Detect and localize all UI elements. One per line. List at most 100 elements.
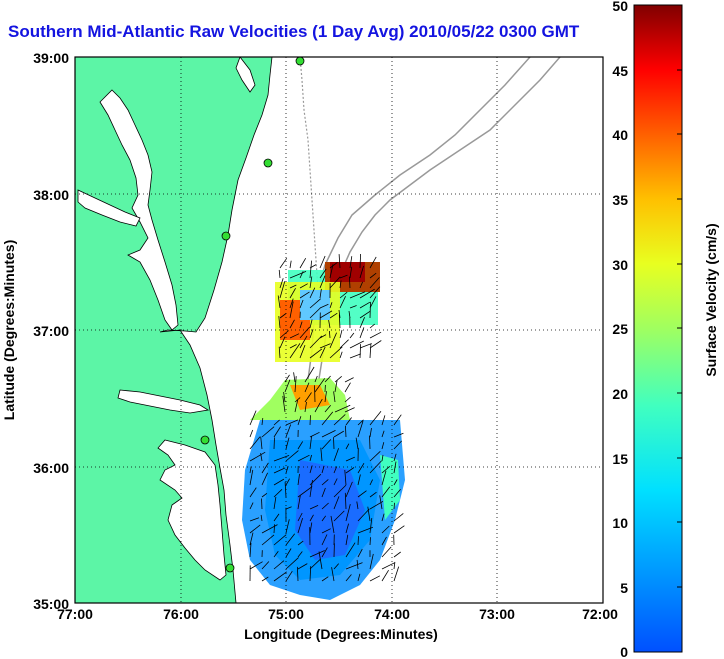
- velocity-arrow: [339, 329, 343, 339]
- velocity-arrow: [273, 455, 290, 462]
- velocity-arrow: [260, 436, 263, 450]
- velocity-arrow: [333, 391, 336, 403]
- velocity-arrow: [355, 437, 359, 450]
- velocity-arrow: [345, 425, 347, 438]
- velocity-arrow: [359, 343, 372, 349]
- velocity-arrow: [356, 501, 359, 510]
- velocity-arrow: [282, 395, 286, 413]
- velocity-arrow: [249, 451, 266, 462]
- velocity-arrow: [249, 524, 261, 534]
- velocity-arrow: [357, 462, 365, 474]
- velocity-arrow: [309, 454, 312, 462]
- velocity-arrow: [333, 478, 338, 486]
- velocity-arrow: [329, 346, 343, 359]
- velocity-arrow: [333, 430, 345, 438]
- velocity-arrow: [289, 333, 300, 339]
- velocity-arrow: [393, 525, 405, 534]
- velocity-arrow: [345, 534, 349, 546]
- velocity-arrow: [289, 271, 307, 279]
- velocity-arrow: [393, 551, 401, 558]
- velocity-arrow: [309, 348, 323, 359]
- velocity-arrow: [381, 513, 385, 522]
- velocity-arrow: [321, 502, 329, 510]
- velocity-arrow: [393, 414, 402, 426]
- velocity-arrow: [309, 566, 312, 582]
- velocity-arrow: [345, 542, 356, 558]
- velocity-arrow: [321, 487, 326, 498]
- velocity-arrow: [338, 254, 341, 269]
- velocity-arrow: [289, 319, 295, 329]
- velocity-arrow: [249, 517, 260, 522]
- velocity-arrow: [314, 385, 316, 403]
- velocity-arrow: [273, 478, 285, 486]
- velocity-arrow: [339, 296, 346, 309]
- velocity-arrow: [369, 296, 377, 309]
- radar-station: [295, 57, 305, 66]
- colorbar-tick-label: 15: [612, 451, 628, 467]
- velocity-arrow: [328, 320, 331, 329]
- velocity-arrow: [309, 558, 321, 570]
- velocity-arrow: [297, 495, 301, 510]
- velocity-arrow: [278, 346, 281, 359]
- velocity-arrow: [318, 551, 323, 570]
- velocity-arrow: [329, 312, 338, 319]
- velocity-arrow: [349, 332, 355, 339]
- velocity-arrow: [338, 314, 341, 329]
- velocity-arrow: [309, 335, 323, 349]
- velocity-arrow: [285, 478, 290, 486]
- velocity-arrow: [260, 514, 263, 522]
- velocity-arrow: [320, 447, 323, 462]
- velocity-arrow: [321, 430, 336, 438]
- velocity-arrow: [329, 276, 341, 289]
- velocity-arrow: [309, 276, 313, 289]
- x-axis-label: Longitude (Degrees:Minutes): [244, 626, 438, 642]
- velocity-arrow: [261, 524, 278, 534]
- radar-station: [200, 435, 210, 445]
- velocity-arrow: [369, 340, 382, 349]
- velocity-arrow: [393, 440, 402, 450]
- velocity-arrow: [279, 278, 284, 289]
- velocity-arrow: [279, 281, 286, 299]
- velocity-arrow: [294, 376, 297, 393]
- velocity-arrow: [345, 562, 363, 570]
- velocity-arrow: [261, 492, 268, 498]
- velocity-arrow: [356, 559, 359, 570]
- velocity-arrow: [314, 375, 318, 383]
- y-tick-label: 37:00: [33, 323, 69, 339]
- velocity-arrow: [289, 301, 294, 319]
- velocity-arrow: [297, 563, 308, 570]
- velocity-arrow: [319, 303, 329, 309]
- velocity-arrow: [249, 429, 254, 438]
- velocity-arrow: [381, 525, 390, 534]
- velocity-arrow: [359, 281, 363, 289]
- velocity-arrow: [393, 502, 395, 510]
- velocity-arrow: [289, 298, 294, 309]
- velocity-arrow: [334, 404, 351, 413]
- colorbar-tick-label: 45: [612, 63, 628, 79]
- velocity-arrow: [369, 451, 381, 462]
- colorbar-tick-label: 10: [612, 515, 628, 531]
- velocity-arrow: [345, 443, 350, 450]
- velocity-arrow: [309, 329, 314, 339]
- velocity-arrow: [285, 437, 290, 450]
- velocity-arrow: [261, 417, 264, 426]
- velocity-arrow: [329, 332, 337, 349]
- velocity-arrow: [289, 260, 292, 269]
- velocity-arrow: [339, 351, 343, 359]
- velocity-arrow: [357, 573, 361, 582]
- velocity-arrow: [277, 295, 281, 309]
- velocity-arrow: [285, 450, 299, 462]
- x-tick-label: 72:00: [582, 606, 618, 622]
- velocity-arrow: [294, 399, 299, 413]
- velocity-arrow: [357, 420, 364, 438]
- velocity-arrow: [273, 419, 280, 426]
- velocity-arrow: [393, 479, 398, 486]
- velocity-arrow: [261, 498, 263, 510]
- map-title: Southern Mid-Atlantic Raw Velocities (1 …: [8, 22, 580, 41]
- velocity-arrow: [314, 378, 326, 393]
- velocity-arrow: [381, 465, 391, 474]
- velocity-arrow: [321, 547, 328, 558]
- velocity-arrow: [304, 366, 315, 383]
- velocity-arrow: [333, 563, 340, 570]
